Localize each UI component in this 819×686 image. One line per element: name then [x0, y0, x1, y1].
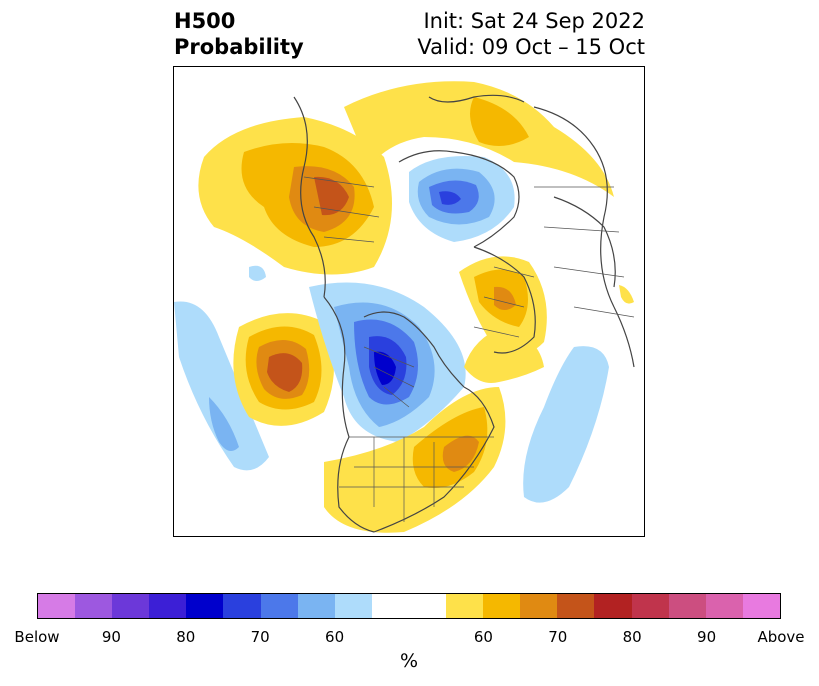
- colorbar-tick-label: 60: [473, 628, 493, 646]
- colorbar-swatch: [186, 594, 224, 618]
- title-kind: Probability: [174, 35, 304, 59]
- title-variable: H500: [174, 9, 236, 33]
- colorbar-swatch: [38, 594, 76, 618]
- colorbar-tick-label: 80: [622, 628, 642, 646]
- colorbar-tick-label: 90: [101, 628, 121, 646]
- coastlines: [293, 94, 635, 533]
- colorbar-swatch: [520, 594, 558, 618]
- colorbar-tick-label: 70: [548, 628, 568, 646]
- anomaly-atlantic-above: [464, 327, 544, 383]
- colorbar-swatch: [483, 594, 521, 618]
- colorbar-swatch: [223, 594, 261, 618]
- anomaly-canada-below: [309, 282, 466, 442]
- colorbar-swatch: [668, 594, 706, 618]
- anomaly-eurasia-above: [198, 117, 392, 275]
- chart-dates: Init: Sat 24 Sep 2022 Valid: 09 Oct – 15…: [417, 8, 645, 60]
- colorbar-tick-label: 70: [250, 628, 270, 646]
- anomaly-pacific-below: [174, 265, 269, 471]
- anomaly-small-above: [619, 285, 634, 304]
- colorbar-unit: %: [399, 650, 419, 672]
- init-date: Init: Sat 24 Sep 2022: [423, 9, 645, 33]
- colorbar-swatch: [334, 594, 372, 618]
- colorbar-swatch: [408, 594, 447, 618]
- anomaly-pacific-above: [233, 313, 334, 426]
- colorbar-swatch: [260, 594, 298, 618]
- colorbar-swatch: [705, 594, 743, 618]
- colorbar-tick-label: Above: [757, 628, 805, 646]
- colorbar-swatch: [149, 594, 187, 618]
- anomaly-atlantic-below: [523, 346, 609, 503]
- colorbar-tick-label: Below: [14, 628, 60, 646]
- probability-map: [173, 66, 645, 537]
- chart-title: H500 Probability: [174, 8, 304, 60]
- colorbar-swatch: [371, 594, 409, 618]
- colorbar-tick-label: 60: [325, 628, 345, 646]
- colorbar-swatch: [631, 594, 669, 618]
- colorbar-swatch: [557, 594, 595, 618]
- anomaly-arctic-above: [344, 81, 614, 197]
- anomaly-asia-above: [459, 256, 547, 356]
- colorbar: [37, 593, 781, 619]
- colorbar-tick-label: 80: [176, 628, 196, 646]
- colorbar-swatch: [297, 594, 335, 618]
- colorbar-swatch: [594, 594, 632, 618]
- valid-range: Valid: 09 Oct – 15 Oct: [417, 35, 645, 59]
- anomaly-europe-below: [409, 156, 515, 242]
- boundaries: [303, 176, 635, 522]
- colorbar-swatch: [75, 594, 113, 618]
- colorbar-swatch: [742, 594, 780, 618]
- map-canvas: [174, 81, 635, 533]
- colorbar-tick-label: 90: [697, 628, 717, 646]
- colorbar-swatch: [446, 594, 484, 618]
- colorbar-swatch: [112, 594, 150, 618]
